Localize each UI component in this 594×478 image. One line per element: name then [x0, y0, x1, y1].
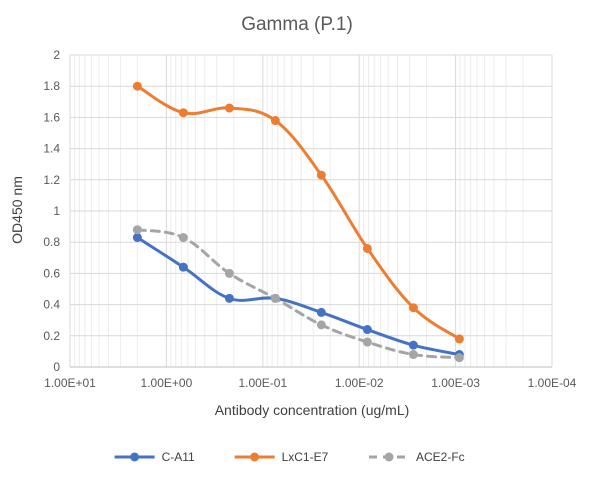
x-tick-labels: 1.00E+01 1.00E+00 1.00E-01 1.00E-02 1.00E-03…	[44, 376, 577, 390]
y-tick-label: 1.2	[43, 173, 60, 187]
series-layer	[132, 81, 464, 363]
data-point-C-A11	[178, 262, 188, 272]
data-point-LxC1-E7	[224, 103, 234, 113]
y-tick-label: 1.6	[43, 110, 60, 124]
x-tick-label: 1.00E-02	[335, 376, 384, 390]
y-tick-label: 0.8	[43, 235, 60, 249]
data-point-LxC1-E7	[178, 108, 188, 118]
data-point-C-A11	[408, 340, 418, 350]
major-gridlines	[69, 54, 553, 368]
chart-title: Gamma (P.1)	[241, 14, 353, 35]
data-point-ACE2-Fc	[132, 225, 142, 235]
data-point-ACE2-Fc	[316, 320, 326, 330]
y-tick-label: 0	[53, 360, 60, 374]
legend-label-C-A11: C-A11	[162, 450, 195, 464]
x-tick-label: 1.00E-03	[431, 376, 480, 390]
y-tick-label: 2	[53, 48, 60, 62]
data-point-C-A11	[316, 307, 326, 317]
legend-label-LxC1-E7: LxC1-E7	[282, 450, 329, 464]
data-point-ACE2-Fc	[362, 337, 372, 347]
data-point-ACE2-Fc	[224, 268, 234, 278]
y-tick-label: 0.4	[43, 298, 60, 312]
legend: C-A11 LxC1-E7 ACE2-Fc	[114, 450, 465, 464]
data-point-LxC1-E7	[270, 116, 280, 126]
y-tick-labels: 0 0.2 0.4 0.6 0.8 1 1.2 1.4 1.6 1.8 2	[43, 48, 60, 374]
x-tick-label: 1.00E-04	[528, 376, 577, 390]
y-tick-label: 1	[53, 204, 60, 218]
y-tick-label: 0.6	[43, 266, 60, 280]
y-tick-label: 1.8	[43, 79, 60, 93]
data-point-C-A11	[362, 325, 372, 335]
x-tick-label: 1.00E+01	[44, 376, 96, 390]
y-tick-label: 1.4	[43, 142, 60, 156]
data-point-ACE2-Fc	[270, 293, 280, 303]
data-point-LxC1-E7	[408, 303, 418, 313]
data-point-LxC1-E7	[316, 170, 326, 180]
series-line-ACE2-Fc	[135, 228, 461, 360]
data-point-C-A11	[224, 293, 234, 303]
legend-label-ACE2-Fc: ACE2-Fc	[416, 450, 465, 464]
y-tick-label: 0.2	[43, 329, 60, 343]
legend-marker-LxC1-E7	[250, 452, 260, 462]
data-point-LxC1-E7	[362, 243, 372, 253]
data-point-ACE2-Fc	[408, 350, 418, 360]
series-line-LxC1-E7	[135, 84, 461, 341]
data-point-ACE2-Fc	[454, 353, 464, 363]
data-point-ACE2-Fc	[178, 233, 188, 243]
x-tick-label: 1.00E+00	[141, 376, 193, 390]
data-point-LxC1-E7	[132, 81, 142, 91]
x-tick-label: 1.00E-01	[238, 376, 287, 390]
legend-marker-ACE2-Fc	[384, 452, 394, 462]
data-point-C-A11	[132, 233, 142, 243]
legend-marker-C-A11	[130, 452, 140, 462]
y-axis-label: OD450 nm	[9, 176, 25, 244]
x-axis-label: Antibody concentration (ug/mL)	[215, 402, 410, 418]
data-point-LxC1-E7	[454, 334, 464, 344]
